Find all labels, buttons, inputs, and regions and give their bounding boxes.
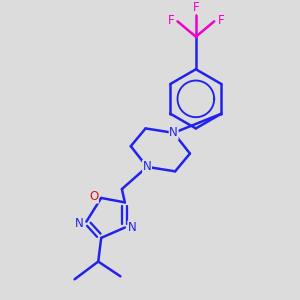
Text: F: F: [168, 14, 174, 27]
Text: N: N: [75, 217, 83, 230]
Text: O: O: [89, 190, 98, 203]
Text: N: N: [169, 126, 178, 140]
Text: N: N: [143, 160, 152, 173]
Text: F: F: [218, 14, 224, 27]
Text: F: F: [193, 1, 199, 13]
Text: N: N: [128, 221, 136, 234]
